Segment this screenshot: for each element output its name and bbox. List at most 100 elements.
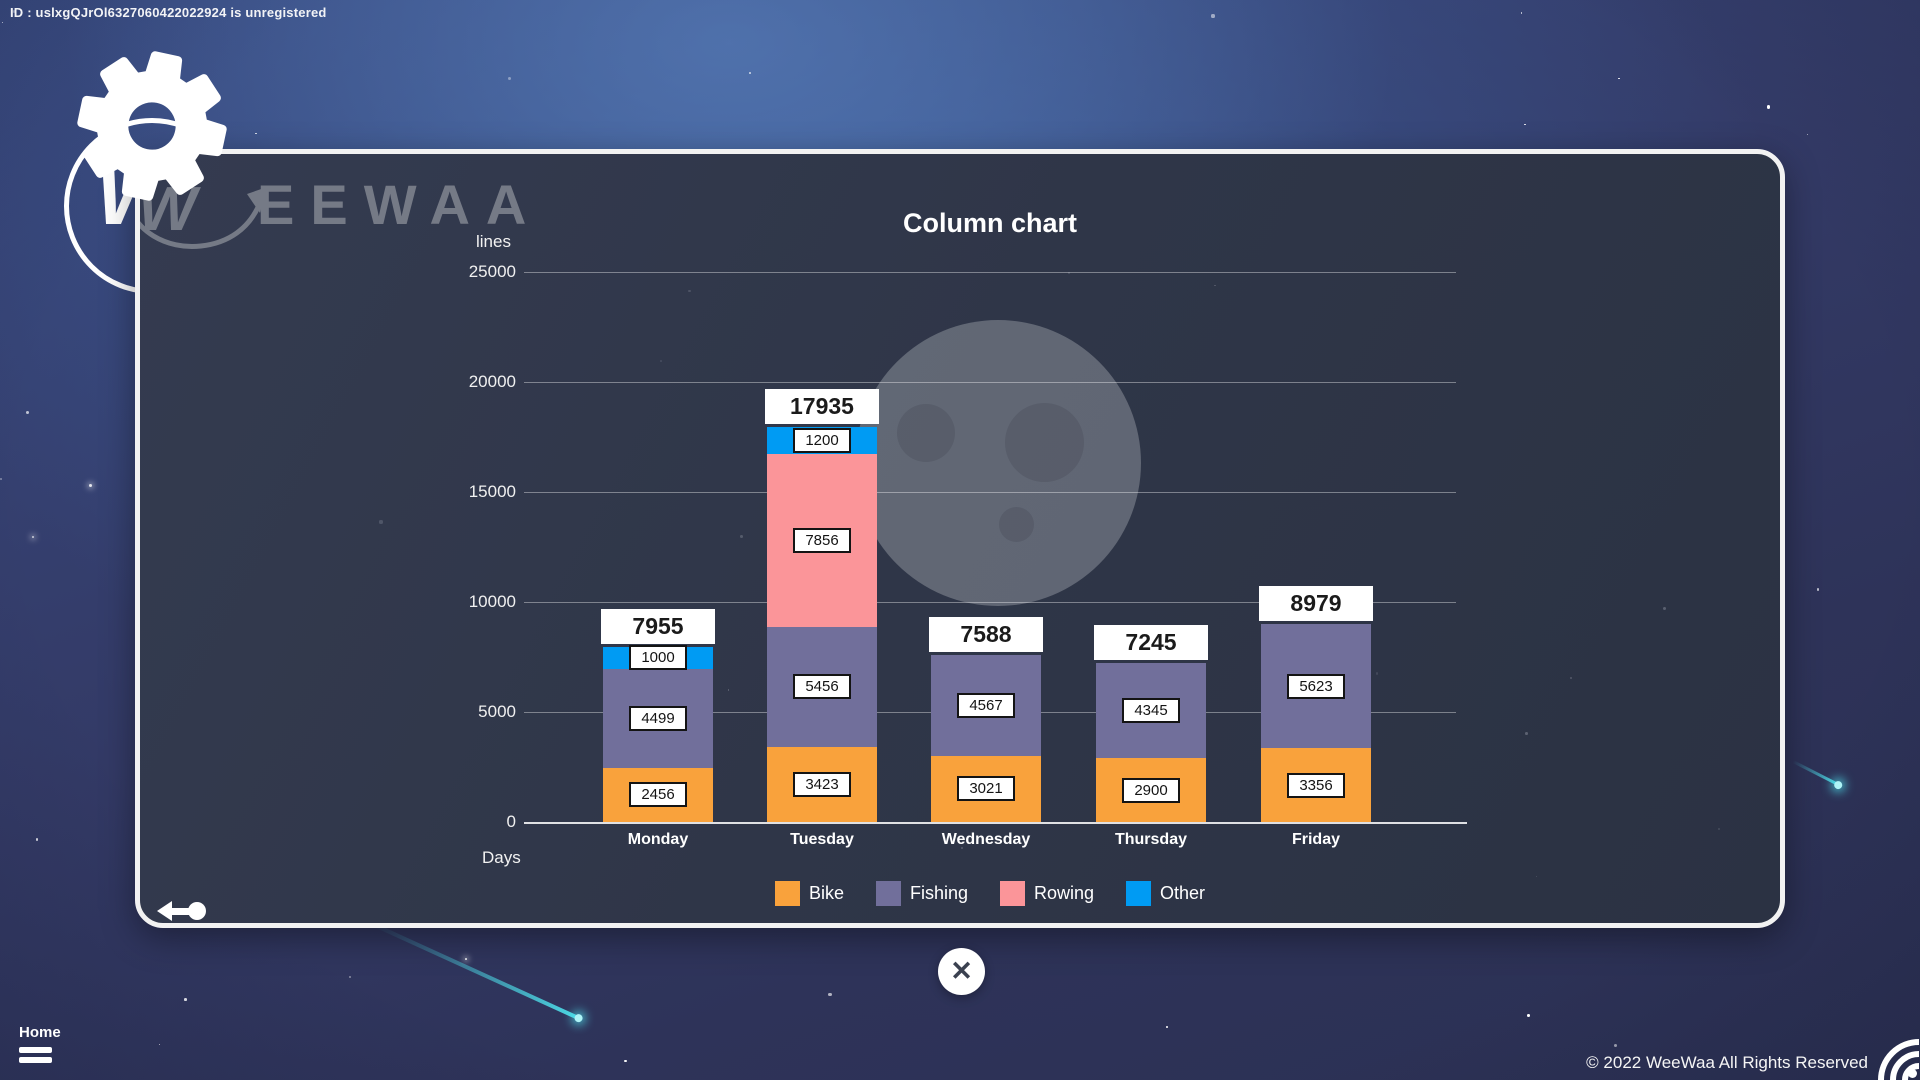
legend-item-fishing[interactable]: Fishing [875, 881, 968, 906]
star [12, 10, 15, 13]
legend-swatch [1126, 881, 1152, 906]
y-tick-label: 15000 [468, 482, 516, 501]
close-button[interactable]: ✕ [938, 948, 985, 995]
gridline [524, 382, 1456, 383]
category-label: Monday [627, 831, 689, 848]
hamburger-menu-icon[interactable] [19, 1047, 61, 1063]
bar-total-label: 8979 [1259, 586, 1373, 622]
signal-logo-icon [1878, 1039, 1919, 1080]
gridline [524, 492, 1456, 493]
category-label: Wednesday [941, 831, 1031, 848]
star [1613, 1043, 1617, 1047]
y-tick-label: 25000 [468, 262, 516, 281]
bar-total-label: 17935 [765, 389, 879, 425]
back-arrow-shaft [168, 907, 194, 915]
chart-legend: Bike Fishing Rowing Other [524, 881, 1456, 906]
registration-id: ID : uslxgQJrOl6327060422022924 is unreg… [10, 5, 327, 20]
star [158, 1043, 161, 1045]
gridline [524, 272, 1456, 273]
star [1067, 272, 1070, 275]
star [32, 536, 35, 538]
watermark-brand-text: EEWAA [257, 173, 543, 236]
category-label: Thursday [1114, 831, 1187, 848]
legend-swatch [875, 881, 901, 906]
segment-value-label: 3423 [793, 771, 851, 797]
star [1211, 14, 1215, 18]
legend-item-other[interactable]: Other [1126, 881, 1205, 906]
back-arrow-dot [188, 902, 206, 920]
legend-label: Bike [808, 883, 844, 903]
star [1376, 672, 1379, 675]
star [1569, 677, 1572, 680]
star [1524, 123, 1526, 125]
segment-value-label: 5456 [793, 674, 851, 700]
segment-value-label: 2456 [629, 782, 687, 808]
chart-title: Column chart [902, 208, 1077, 238]
legend-item-rowing[interactable]: Rowing [999, 881, 1095, 906]
star [960, 846, 963, 849]
star [1816, 588, 1820, 591]
segment-value-label: 2900 [1122, 777, 1180, 803]
star [508, 77, 512, 81]
star [255, 133, 257, 135]
x-axis-line [524, 822, 1467, 824]
gear-logo-icon [77, 51, 227, 201]
y-tick-label: 10000 [468, 592, 516, 611]
star [89, 484, 93, 488]
star [1618, 77, 1621, 80]
y-axis-label: lines [476, 232, 511, 251]
panel-content: W EEWAA Column chart lines Days 25000 200… [140, 154, 1780, 923]
star [1520, 12, 1523, 14]
star [740, 534, 744, 538]
home-nav: Home [19, 1024, 61, 1067]
segment-value-label: 1000 [629, 645, 687, 671]
legend-item-bike[interactable]: Bike [774, 881, 844, 906]
star [749, 72, 752, 75]
star [1806, 133, 1808, 136]
star [348, 975, 352, 979]
back-arrowhead-icon [157, 901, 172, 921]
shooting-star-icon [371, 922, 581, 1021]
back-button[interactable] [157, 901, 207, 921]
moon-crater [999, 507, 1034, 542]
copyright-text: © 2022 WeeWaa All Rights Reserved [1586, 1053, 1868, 1072]
y-tick-label: 20000 [468, 372, 516, 391]
star [1535, 875, 1538, 878]
legend-label: Fishing [909, 883, 968, 903]
bar-total-label: 7955 [601, 608, 715, 644]
star [828, 992, 832, 996]
segment-value-label: 3021 [957, 776, 1015, 802]
moon-crater [897, 404, 955, 462]
y-tick-label: 5000 [478, 702, 516, 721]
star [1213, 284, 1216, 287]
star [1, 21, 3, 23]
star [1766, 105, 1771, 109]
star [727, 688, 730, 691]
segment-value-label: 7856 [793, 527, 851, 553]
home-label: Home [19, 1024, 61, 1041]
star [1717, 827, 1721, 830]
star [624, 1059, 627, 1063]
star [1662, 606, 1666, 610]
star [35, 838, 38, 841]
moon-crater [1005, 403, 1084, 482]
gridline [524, 602, 1456, 603]
segment-value-label: 4567 [957, 692, 1015, 718]
category-label: Tuesday [790, 831, 854, 848]
bar-total-label: 7588 [929, 617, 1043, 653]
legend-label: Rowing [1033, 883, 1095, 903]
bar-total-label: 7245 [1094, 624, 1208, 660]
star [1166, 1026, 1168, 1028]
star [183, 998, 187, 1001]
segment-value-label: 4499 [629, 705, 687, 731]
moon-graphic [855, 320, 1141, 606]
segment-value-label: 5623 [1287, 673, 1345, 699]
category-label: Friday [1291, 831, 1340, 848]
star [1527, 1014, 1530, 1018]
star [379, 520, 383, 524]
star [465, 958, 467, 960]
legend-swatch [774, 881, 800, 906]
star [25, 411, 29, 415]
legend-label: Other [1160, 883, 1206, 903]
